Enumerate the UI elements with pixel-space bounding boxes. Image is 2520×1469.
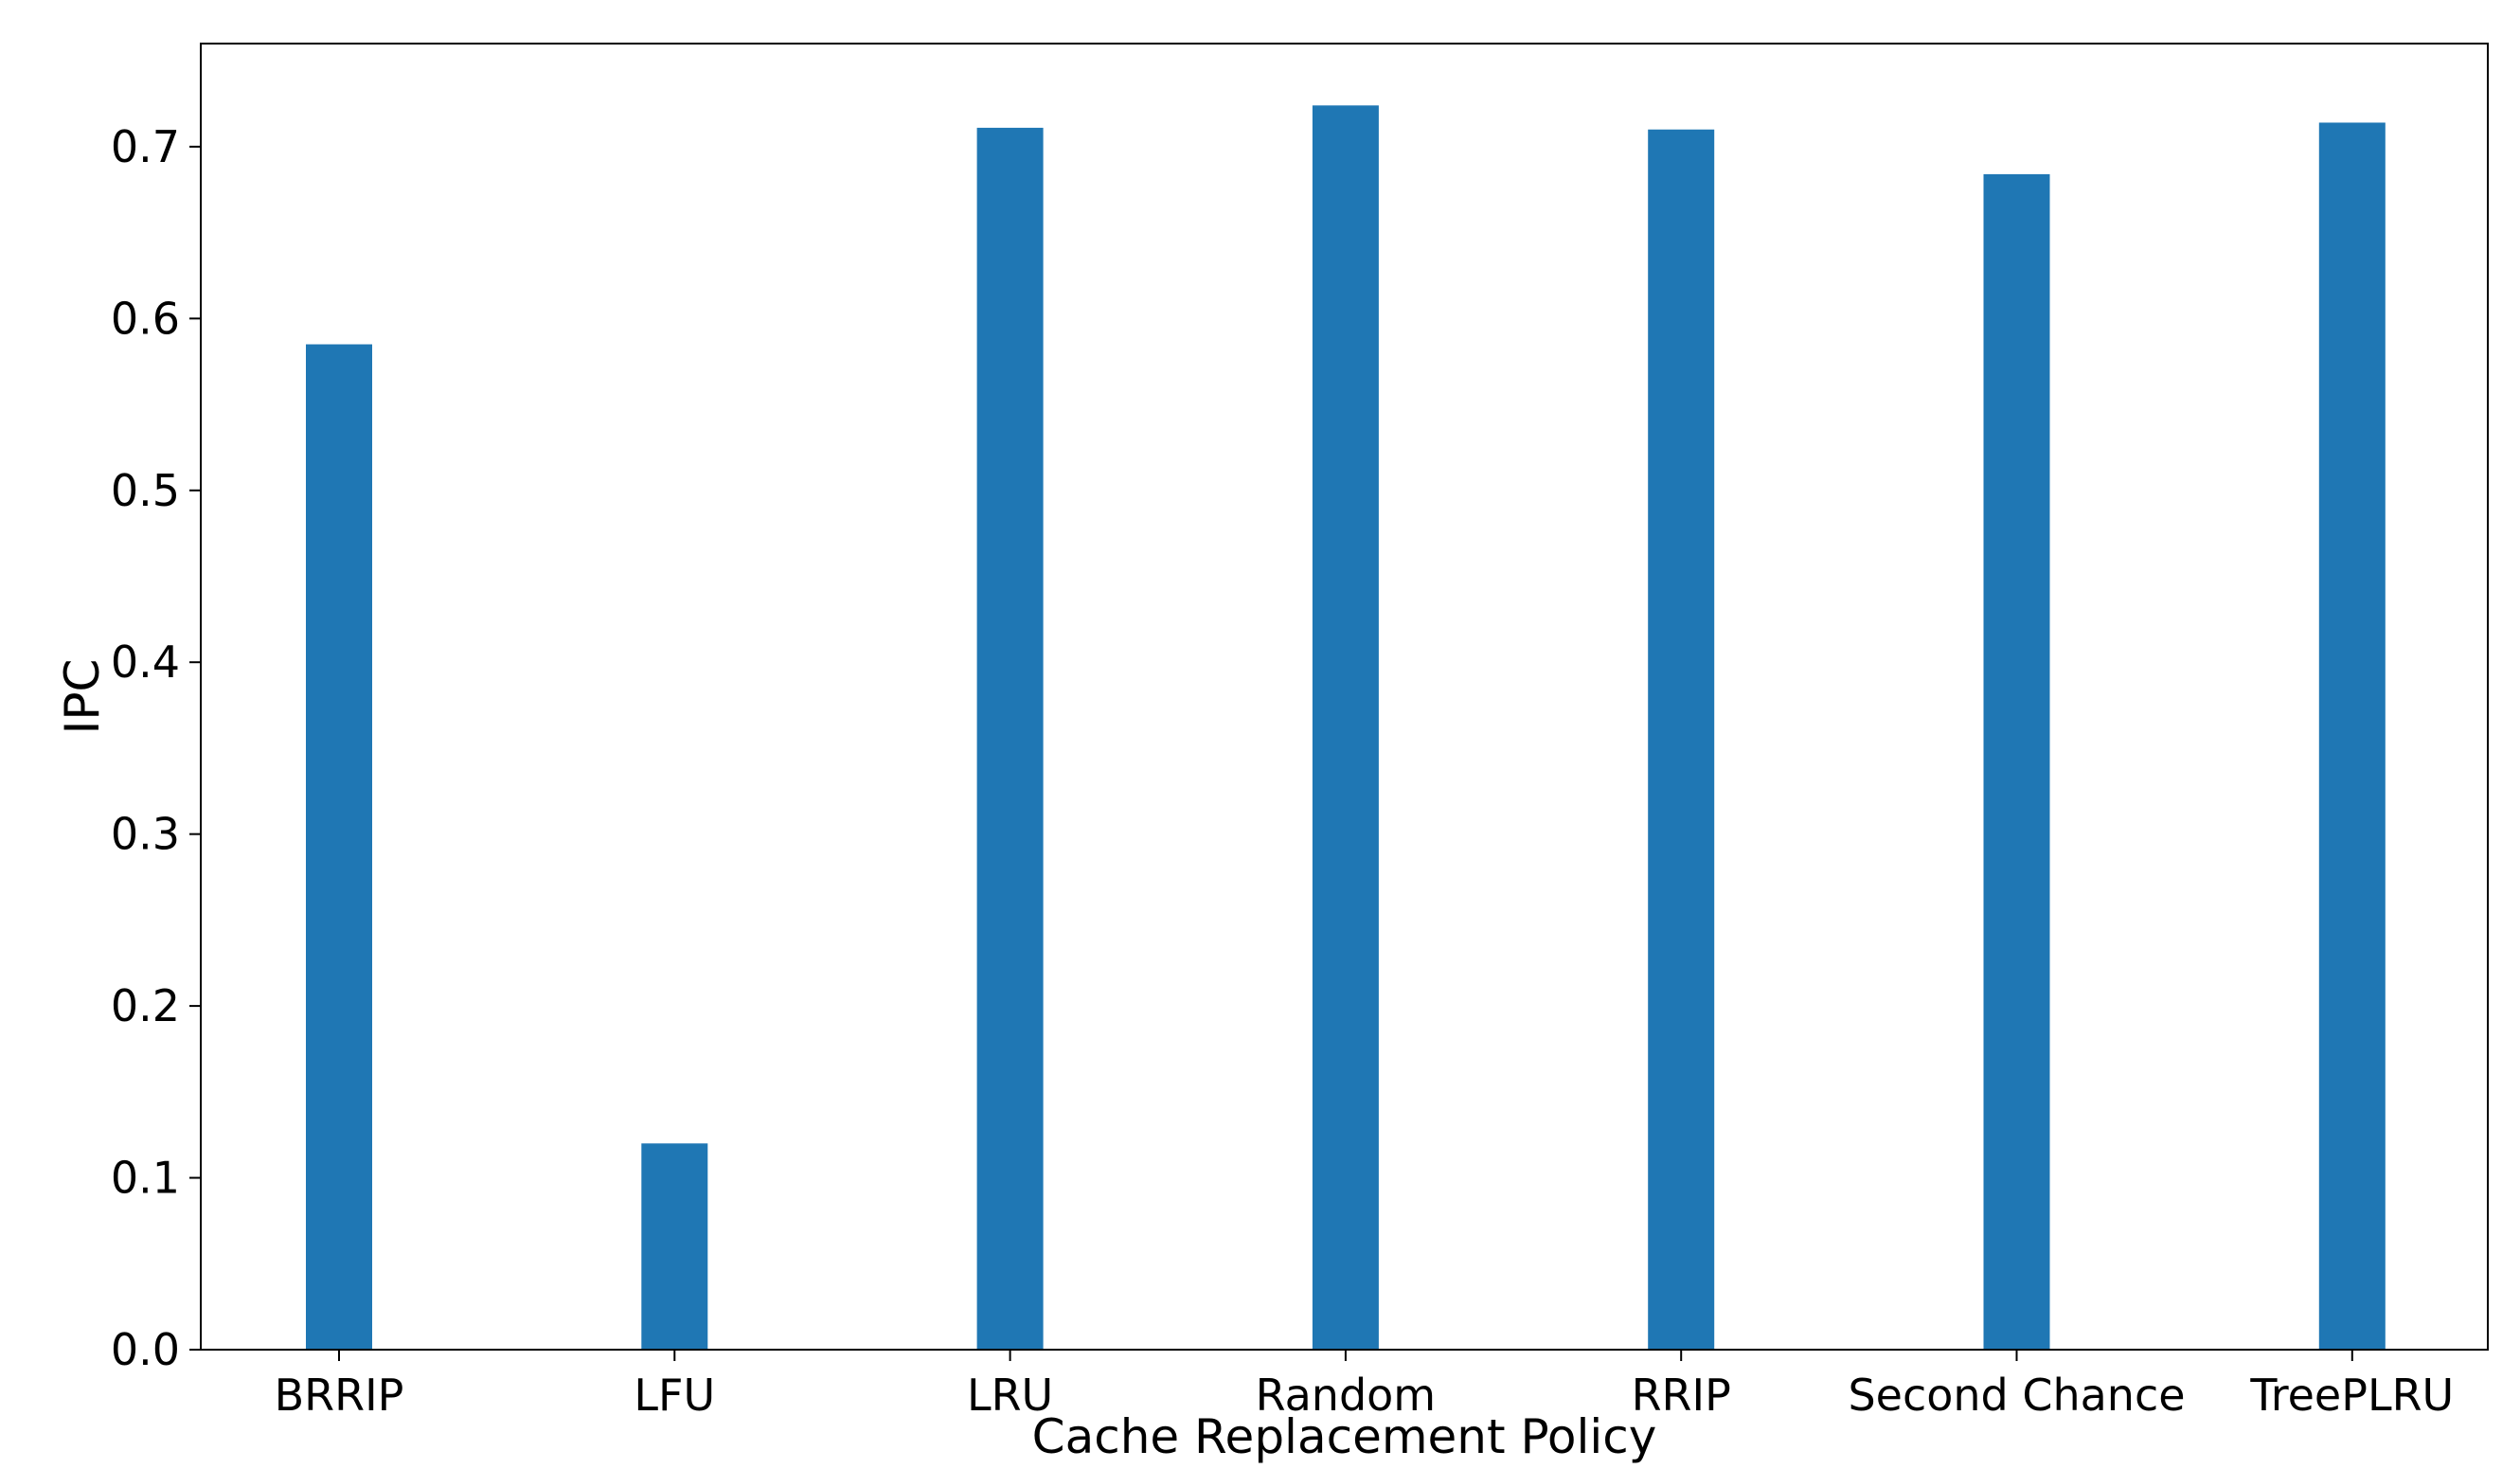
x-axis-label: Cache Replacement Policy — [1032, 1409, 1657, 1464]
y-tick-label: 0.0 — [111, 1324, 180, 1375]
bar-lfu — [641, 1143, 708, 1350]
bars-group — [306, 105, 2386, 1351]
x-tick-label: LFU — [634, 1370, 715, 1421]
y-tick-label: 0.7 — [111, 121, 180, 172]
bar-second-chance — [1983, 173, 2050, 1350]
y-axis-label: IPC — [55, 659, 110, 735]
x-tick-label: BRRIP — [275, 1370, 404, 1421]
y-tick-label: 0.4 — [111, 636, 180, 688]
y-axis-ticks: 0.0 0.1 0.2 0.3 0.4 0.5 0.6 0.7 — [111, 121, 201, 1375]
bar-rrip — [1648, 129, 1715, 1351]
x-tick-label: LRU — [967, 1370, 1053, 1421]
x-tick-label: Second Chance — [1848, 1370, 2185, 1421]
x-tick-label: TreePLRU — [2249, 1370, 2454, 1421]
y-tick-label: 0.3 — [111, 809, 180, 860]
bar-lru — [976, 127, 1044, 1351]
y-tick-label: 0.6 — [111, 293, 180, 344]
x-tick-label: RRIP — [1632, 1370, 1731, 1421]
bar-brrip — [306, 344, 372, 1350]
y-tick-label: 0.1 — [111, 1153, 180, 1204]
x-axis-ticks: BRRIP LFU LRU Random RRIP Second Chance TreePL… — [275, 1350, 2454, 1421]
bar-treeplru — [2318, 122, 2386, 1350]
plot-frame — [200, 43, 2489, 1351]
y-tick-label: 0.5 — [111, 465, 180, 516]
y-tick-label: 0.2 — [111, 980, 180, 1031]
x-tick-label: Random — [1256, 1370, 1436, 1421]
bar-random — [1312, 105, 1379, 1351]
